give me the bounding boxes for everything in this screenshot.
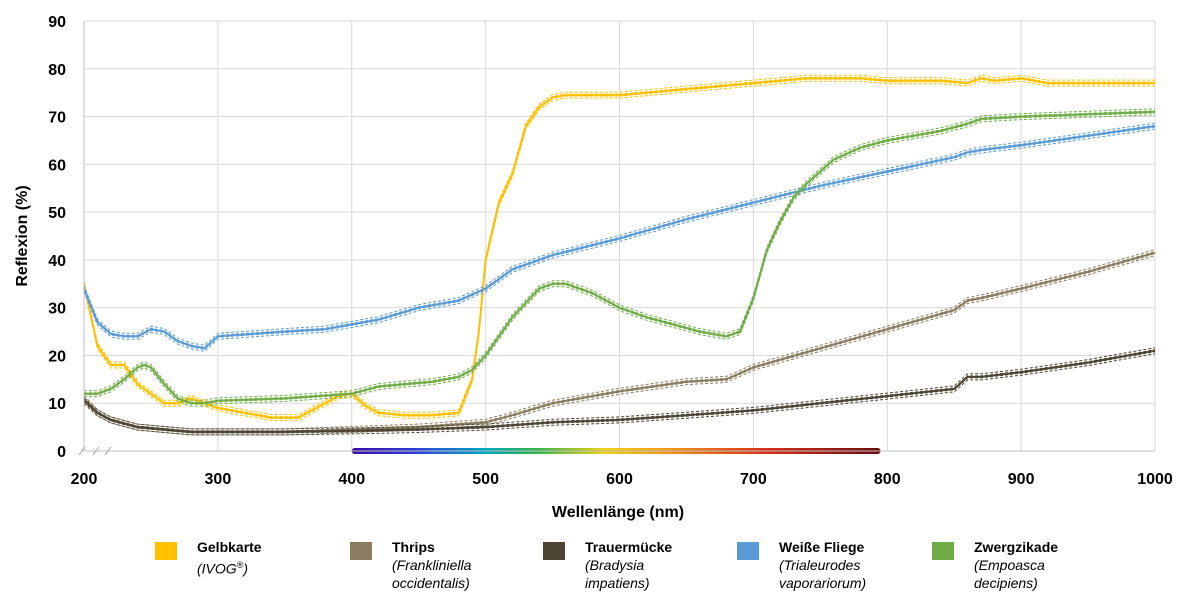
- legend-swatch: [350, 542, 372, 560]
- x-tick-label: 300: [205, 471, 232, 488]
- series-lines: [83, 74, 1156, 436]
- y-tick-label: 40: [48, 253, 66, 270]
- series-band-line: [84, 108, 1156, 401]
- axis-break-mark: [92, 446, 100, 456]
- legend-sublabel: (Bradysia impatiens): [585, 557, 650, 591]
- legend-sublabel: (IVOG®): [197, 560, 248, 577]
- legend-label: Gelbkarte: [197, 539, 262, 555]
- x-tick-label: 700: [740, 471, 767, 488]
- x-axis-title: Wellenlänge (nm): [552, 504, 684, 521]
- legend-label: Thrips: [392, 539, 435, 555]
- y-tick-label: 80: [48, 62, 66, 79]
- y-tick-label: 60: [48, 157, 66, 174]
- series-band-line: [83, 122, 1156, 346]
- series-band-line: [83, 347, 1156, 430]
- y-tick-label: 10: [48, 396, 66, 413]
- series-band-line: [83, 74, 1155, 416]
- legend: Gelbkarte (IVOG®) Thrips (Frankliniella …: [0, 538, 1182, 602]
- x-tick-label: 900: [1008, 471, 1035, 488]
- series-band-line: [83, 80, 1155, 422]
- series-band-line: [83, 353, 1156, 436]
- legend-swatch: [155, 542, 177, 560]
- series-line-4: [84, 110, 1156, 405]
- legend-label: Zwergzikade: [974, 539, 1059, 555]
- legend-sublabel: (Trialeurodes vaporariorum): [779, 557, 867, 591]
- legend-swatch: [737, 542, 759, 560]
- x-tick-labels: 200 300 400 500 600 700 800 900 1000: [71, 471, 1173, 488]
- series-band-line: [83, 249, 1156, 430]
- series-band-line: [83, 255, 1156, 436]
- y-tick-label: 20: [48, 348, 66, 365]
- legend-label: Weiße Fliege: [779, 539, 865, 555]
- y-tick-label: 70: [48, 110, 66, 127]
- y-tick-label: 30: [48, 301, 66, 318]
- y-tick-labels: 0 10 20 30 40 50 60 70 80 90: [48, 14, 66, 461]
- axis-break-mark: [104, 446, 112, 456]
- y-axis-title: Reflexion (%): [14, 185, 31, 286]
- series-band-line: [84, 114, 1156, 407]
- legend-sublabel: (Frankliniella occidentalis): [392, 557, 472, 591]
- x-tick-label: 800: [874, 471, 901, 488]
- series-band-line: [83, 128, 1156, 352]
- x-tick-label: 1000: [1137, 471, 1173, 488]
- y-tick-label: 0: [57, 444, 66, 461]
- y-tick-label: 90: [48, 14, 66, 31]
- legend-sublabel: (Empoasca decipiens): [974, 557, 1045, 591]
- legend-swatch: [932, 542, 954, 560]
- y-tick-label: 50: [48, 205, 66, 222]
- x-tick-label: 500: [472, 471, 499, 488]
- legend-swatch: [543, 542, 565, 560]
- series-line-2: [83, 349, 1156, 433]
- x-tick-label: 400: [338, 471, 365, 488]
- series-line-3: [83, 125, 1156, 350]
- axes: [78, 21, 1155, 456]
- x-tick-label: 600: [606, 471, 633, 488]
- legend-label: Trauermücke: [585, 539, 673, 555]
- axis-break-mark: [78, 446, 86, 456]
- x-tick-label: 200: [71, 471, 98, 488]
